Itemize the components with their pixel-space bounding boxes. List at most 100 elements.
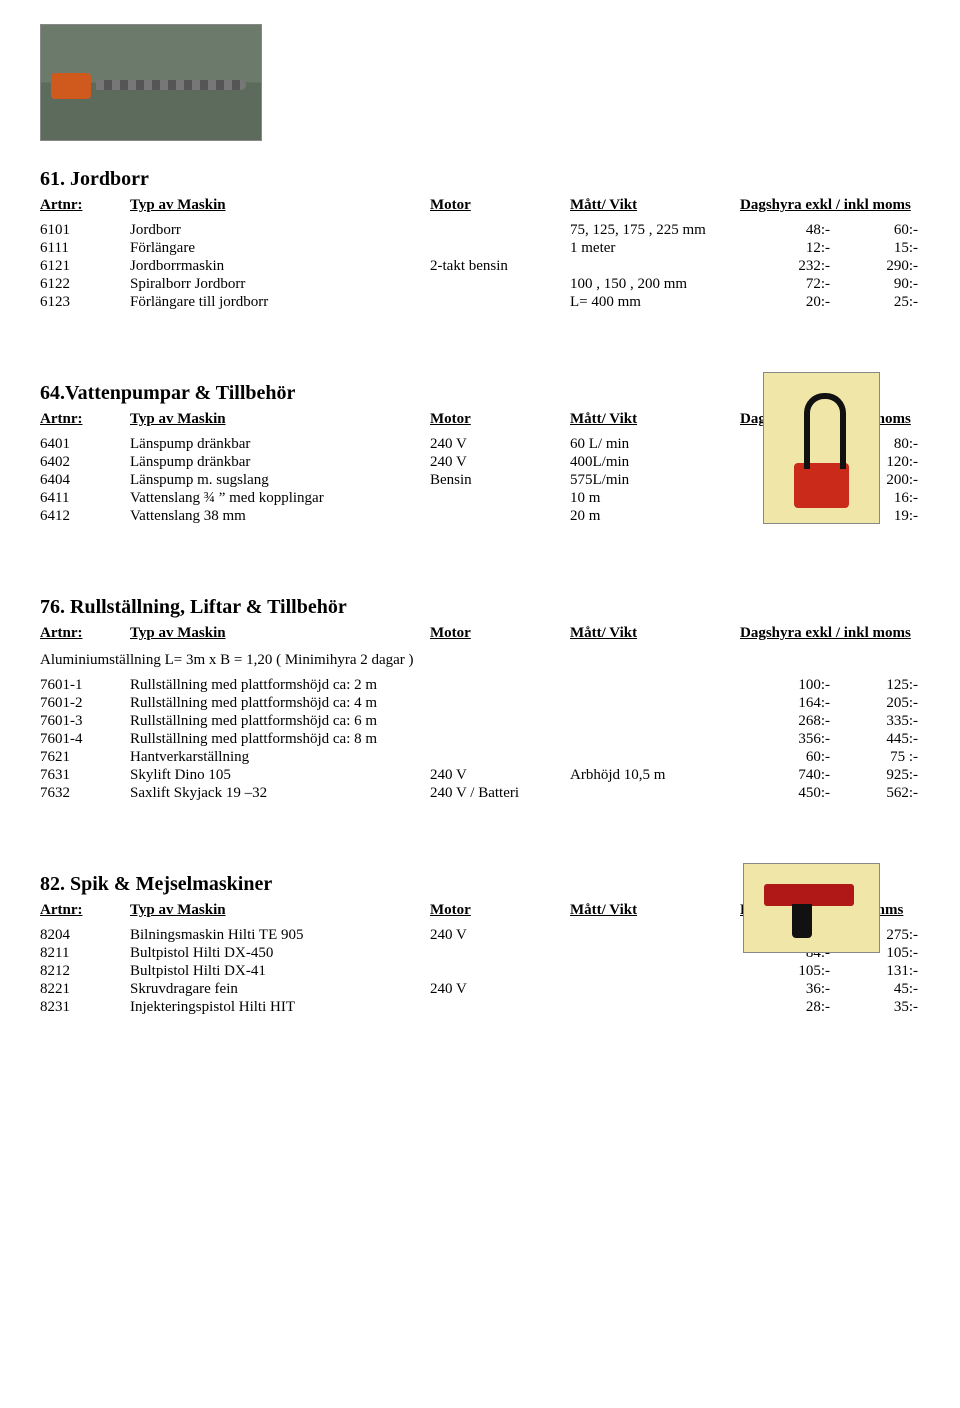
cell-price-inkl: 60:- xyxy=(848,222,918,239)
cell-price-exkl: 268:- xyxy=(740,713,848,730)
cell-matt xyxy=(570,713,740,730)
cell-motor: 2-takt bensin xyxy=(430,258,570,275)
table-row: 8212Bultpistol Hilti DX-41105:-131:- xyxy=(40,963,920,980)
cell-price-inkl: 562:- xyxy=(848,785,918,802)
cell-artnr: 8204 xyxy=(40,927,130,944)
cell-typ: Spiralborr Jordborr xyxy=(130,276,430,293)
col-motor: Motor xyxy=(430,411,570,428)
cell-matt: Arbhöjd 10,5 m xyxy=(570,767,740,784)
section: 64.Vattenpumpar & TillbehörArtnr:Typ av … xyxy=(40,382,920,525)
section: 76. Rullställning, Liftar & TillbehörArt… xyxy=(40,596,920,802)
cell-matt xyxy=(570,981,740,998)
cell-price-exkl: 164:- xyxy=(740,695,848,712)
cell-matt: 1 meter xyxy=(570,240,740,257)
col-typ: Typ av Maskin xyxy=(130,625,430,642)
cell-price-inkl: 925:- xyxy=(848,767,918,784)
cell-price-exkl: 100:- xyxy=(740,677,848,694)
cell-matt xyxy=(570,258,740,275)
cell-typ: Jordborr xyxy=(130,222,430,239)
cell-matt xyxy=(570,945,740,962)
cell-price-exkl: 60:- xyxy=(740,749,848,766)
cell-typ: Länspump dränkbar xyxy=(130,436,430,453)
cell-typ: Injekteringspistol Hilti HIT xyxy=(130,999,430,1016)
cell-typ: Länspump m. sugslang xyxy=(130,472,430,489)
cell-matt xyxy=(570,695,740,712)
cell-motor xyxy=(430,963,570,980)
cell-price-exkl: 105:- xyxy=(740,963,848,980)
cell-price-inkl: 35:- xyxy=(848,999,918,1016)
col-typ: Typ av Maskin xyxy=(130,197,430,214)
cell-motor: 240 V xyxy=(430,981,570,998)
col-artnr: Artnr: xyxy=(40,902,130,919)
col-matt: Mått/ Vikt xyxy=(570,411,740,428)
col-motor: Motor xyxy=(430,197,570,214)
cell-typ: Rullställning med plattformshöjd ca: 4 m xyxy=(130,695,430,712)
cell-price-exkl: 450:- xyxy=(740,785,848,802)
cell-typ: Förlängare xyxy=(130,240,430,257)
cell-artnr: 6121 xyxy=(40,258,130,275)
cell-artnr: 6123 xyxy=(40,294,130,311)
section: 61. JordborrArtnr:Typ av MaskinMotorMått… xyxy=(40,168,920,311)
cell-matt xyxy=(570,785,740,802)
cell-matt: L= 400 mm xyxy=(570,294,740,311)
section: 82. Spik & MejselmaskinerArtnr:Typ av Ma… xyxy=(40,873,920,1016)
section-note: Aluminiumställning L= 3m x B = 1,20 ( Mi… xyxy=(40,652,920,669)
cell-motor xyxy=(430,508,570,525)
cell-artnr: 7601-1 xyxy=(40,677,130,694)
cell-typ: Rullställning med plattformshöjd ca: 8 m xyxy=(130,731,430,748)
cell-typ: Rullställning med plattformshöjd ca: 2 m xyxy=(130,677,430,694)
cell-artnr: 7601-3 xyxy=(40,713,130,730)
col-dagshyra: Dagshyra exkl / inkl moms xyxy=(740,197,920,214)
cell-matt: 400L/min xyxy=(570,454,740,471)
cell-price-inkl: 45:- xyxy=(848,981,918,998)
cell-typ: Skylift Dino 105 xyxy=(130,767,430,784)
cell-price-exkl: 72:- xyxy=(740,276,848,293)
cell-artnr: 7601-2 xyxy=(40,695,130,712)
cell-price-exkl: 36:- xyxy=(740,981,848,998)
cell-price-exkl: 232:- xyxy=(740,258,848,275)
cell-motor: 240 V xyxy=(430,767,570,784)
cell-motor xyxy=(430,713,570,730)
cell-artnr: 7601-4 xyxy=(40,731,130,748)
cell-matt xyxy=(570,963,740,980)
cell-artnr: 6402 xyxy=(40,454,130,471)
cell-artnr: 7631 xyxy=(40,767,130,784)
cell-motor xyxy=(430,294,570,311)
cell-motor xyxy=(430,695,570,712)
cell-matt xyxy=(570,749,740,766)
cell-artnr: 8212 xyxy=(40,963,130,980)
col-motor: Motor xyxy=(430,625,570,642)
cell-typ: Rullställning med plattformshöjd ca: 6 m xyxy=(130,713,430,730)
table-row: 6122Spiralborr Jordborr100 , 150 , 200 m… xyxy=(40,276,920,293)
cell-price-exkl: 20:- xyxy=(740,294,848,311)
cell-price-inkl: 125:- xyxy=(848,677,918,694)
cell-artnr: 8221 xyxy=(40,981,130,998)
cell-matt: 100 , 150 , 200 mm xyxy=(570,276,740,293)
cell-price-exkl: 28:- xyxy=(740,999,848,1016)
product-photo-nailgun xyxy=(743,863,880,953)
cell-artnr: 6404 xyxy=(40,472,130,489)
cell-typ: Förlängare till jordborr xyxy=(130,294,430,311)
cell-typ: Bultpistol Hilti DX-450 xyxy=(130,945,430,962)
table-row: 7621Hantverkarställning60:-75 :- xyxy=(40,749,920,766)
table-row: 7601-4Rullställning med plattformshöjd c… xyxy=(40,731,920,748)
cell-price-exkl: 48:- xyxy=(740,222,848,239)
cell-artnr: 7632 xyxy=(40,785,130,802)
cell-matt: 75, 125, 175 , 225 mm xyxy=(570,222,740,239)
cell-artnr: 6111 xyxy=(40,240,130,257)
cell-motor: 240 V / Batteri xyxy=(430,785,570,802)
cell-artnr: 6401 xyxy=(40,436,130,453)
cell-typ: Hantverkarställning xyxy=(130,749,430,766)
section-title: 61. Jordborr xyxy=(40,168,920,191)
cell-motor xyxy=(430,945,570,962)
cell-typ: Länspump dränkbar xyxy=(130,454,430,471)
col-typ: Typ av Maskin xyxy=(130,411,430,428)
cell-motor xyxy=(430,677,570,694)
col-matt: Mått/ Vikt xyxy=(570,625,740,642)
table-row: 6101Jordborr75, 125, 175 , 225 mm48:-60:… xyxy=(40,222,920,239)
cell-matt xyxy=(570,927,740,944)
col-artnr: Artnr: xyxy=(40,411,130,428)
cell-price-inkl: 25:- xyxy=(848,294,918,311)
cell-motor xyxy=(430,731,570,748)
product-photo-pump xyxy=(763,372,880,524)
